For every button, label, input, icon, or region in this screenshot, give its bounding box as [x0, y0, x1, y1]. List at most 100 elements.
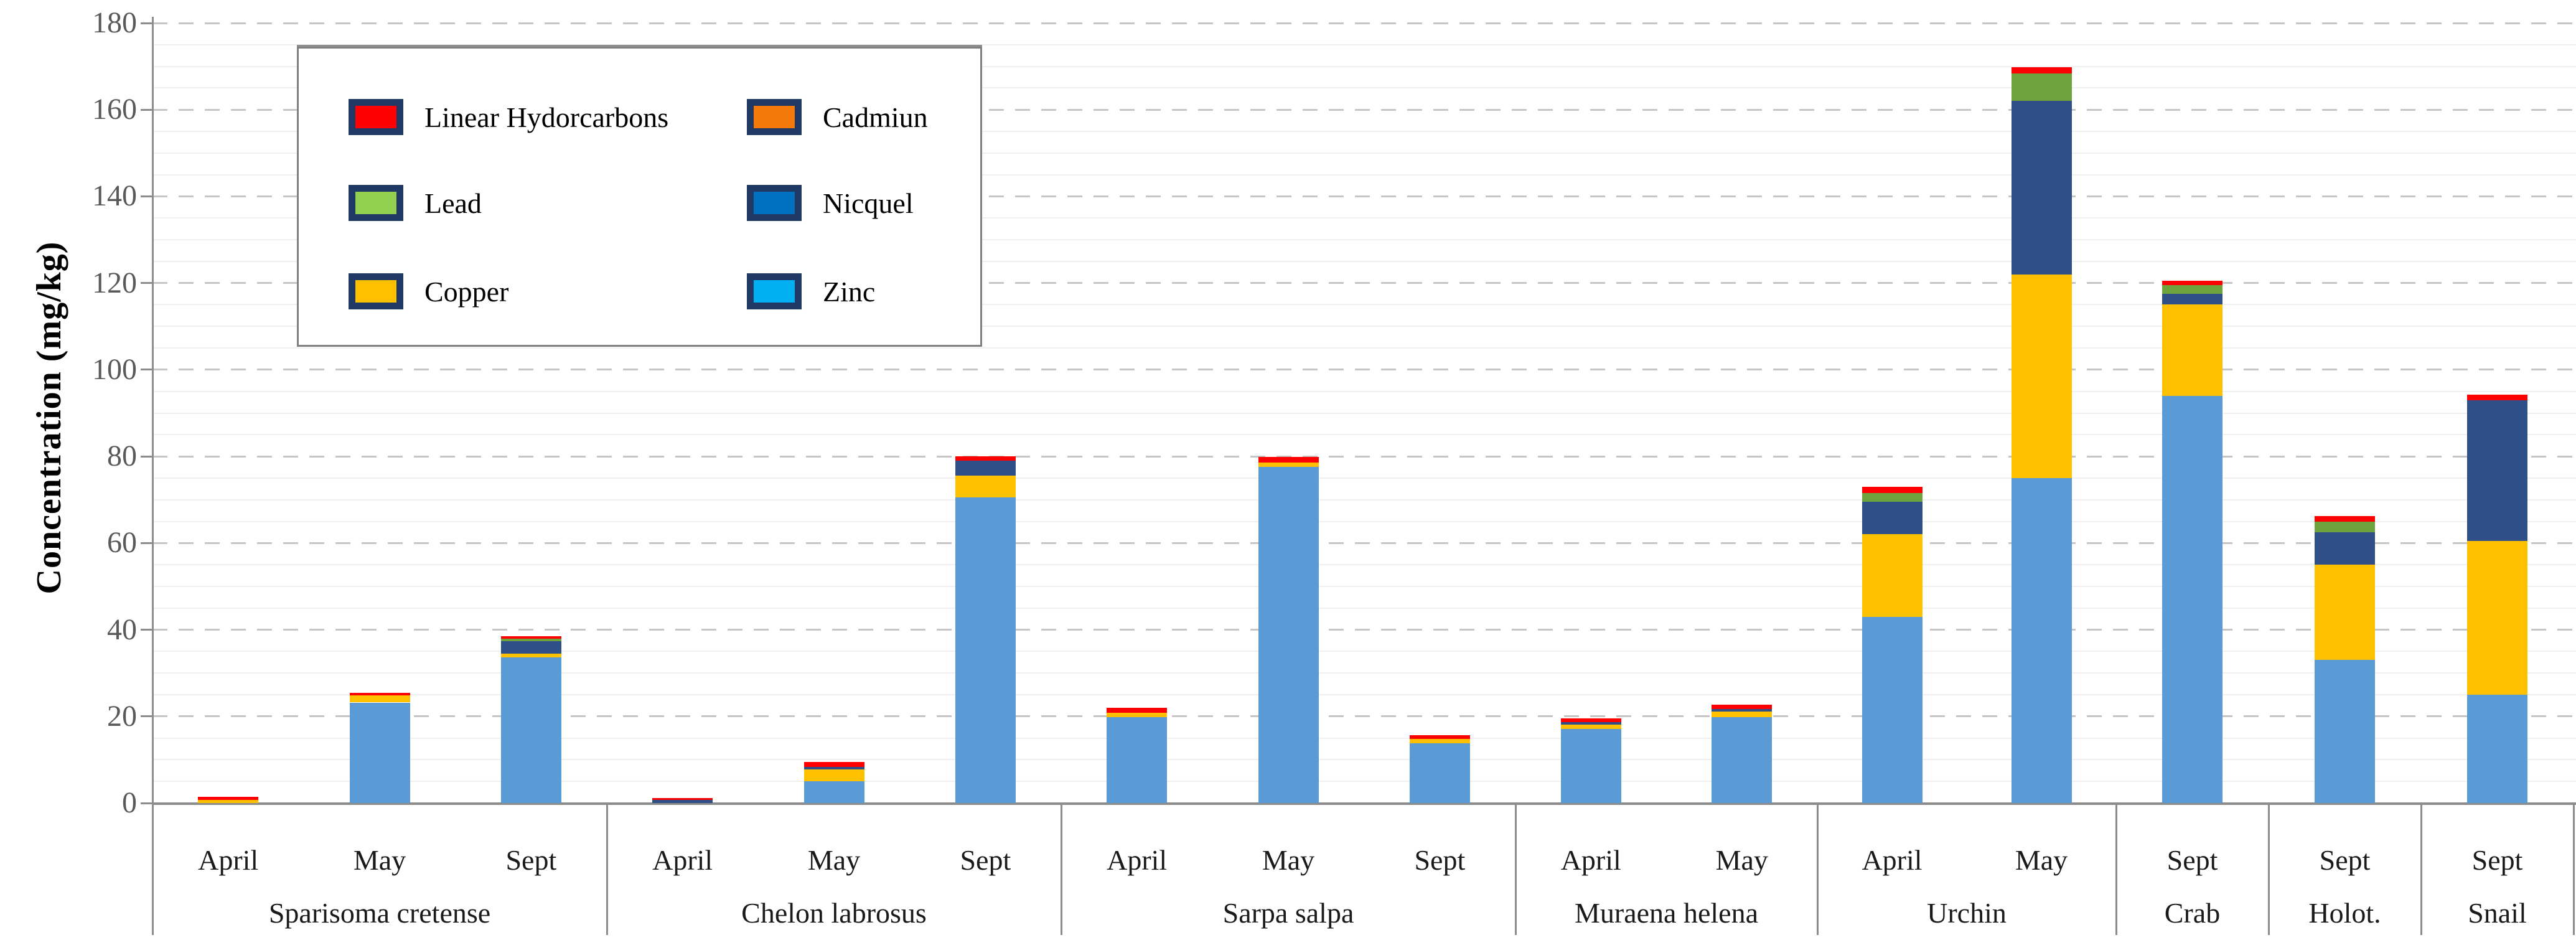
x-axis-line: [152, 802, 2576, 805]
bar-snail-sept-linear_hydrocarbons-segment: [2467, 394, 2527, 400]
bar-snail-sept-copper-segment: [2467, 540, 2527, 695]
major-gridline: [152, 108, 2576, 111]
bar-chelon-labrosus-sept-zinc-segment: [955, 497, 1016, 803]
species-group-label: Muraena helena: [1574, 897, 1758, 929]
bar-holot-sept-nicquel-segment: [2315, 532, 2375, 565]
y-tick-label: 60: [107, 526, 137, 560]
major-gridline: [152, 195, 2576, 197]
month-label: Sept: [1414, 844, 1466, 876]
bar-holot-sept-linear_hydrocarbons-segment: [2315, 516, 2375, 522]
minor-gridline: [152, 174, 2576, 176]
bar-sarpa-salpa-april-linear_hydrocarbons-segment: [1107, 707, 1168, 713]
minor-gridline: [152, 477, 2576, 479]
bar-chelon-labrosus-may-nicquel-segment: [803, 767, 864, 769]
category-divider: [1514, 803, 1517, 935]
minor-gridline: [152, 217, 2576, 219]
bar-sparisoma-cretense-sept-copper-segment: [500, 653, 561, 658]
bar-urchin-may-copper-segment: [2011, 274, 2072, 478]
month-label: April: [198, 844, 259, 876]
minor-gridline: [152, 152, 2576, 154]
cadmiun-swatch-icon: [747, 99, 802, 135]
minor-gridline: [152, 87, 2576, 89]
bar-crab-sept-nicquel-segment: [2162, 294, 2222, 305]
legend-item-nicquel: Nicquel: [747, 181, 914, 225]
minor-gridline: [152, 44, 2576, 45]
minor-gridline: [152, 304, 2576, 306]
bar-chelon-labrosus-sept-nicquel-segment: [955, 461, 1016, 476]
minor-gridline: [152, 564, 2576, 566]
minor-gridline: [152, 499, 2576, 501]
bar-chelon-labrosus-may-zinc-segment: [803, 781, 864, 803]
bar-crab-sept-zinc-segment: [2162, 395, 2222, 803]
bar-sparisoma-cretense-april-linear_hydrocarbons-segment: [198, 797, 259, 801]
legend-item-copper: Copper: [349, 270, 508, 313]
bar-urchin-april-copper-segment: [1862, 534, 1923, 617]
y-axis-tick: [141, 282, 152, 284]
y-tick-label: 140: [92, 179, 137, 213]
major-gridline: [152, 369, 2576, 371]
legend-item-linear_hydrocarbons: Linear Hydorcarbons: [349, 95, 668, 139]
minor-gridline: [152, 672, 2576, 674]
species-group-label: Crab: [2164, 897, 2221, 929]
month-label: Sept: [960, 844, 1011, 876]
category-divider: [2115, 803, 2117, 935]
bar-chelon-labrosus-may-linear_hydrocarbons-segment: [803, 761, 864, 768]
bar-crab-sept-lead-segment: [2162, 285, 2222, 294]
month-label: Sept: [2319, 844, 2371, 876]
bar-sarpa-salpa-sept-copper-segment: [1409, 738, 1470, 743]
major-gridline: [152, 715, 2576, 718]
bar-sarpa-salpa-may-copper-segment: [1258, 462, 1319, 467]
bar-urchin-april-linear_hydrocarbons-segment: [1862, 486, 1923, 494]
month-label: Sept: [505, 844, 557, 876]
y-tick-label: 80: [107, 439, 137, 473]
bar-sparisoma-cretense-sept-nicquel-segment: [500, 641, 561, 654]
bar-muraena-helena-april-copper-segment: [1560, 725, 1621, 729]
linear_hydrocarbons-swatch-icon: [349, 99, 403, 135]
bar-chelon-labrosus-april-nicquel-segment: [652, 800, 713, 803]
y-tick-label: 40: [107, 613, 137, 646]
legend-label-copper: Copper: [424, 275, 509, 308]
y-axis-tick: [141, 369, 152, 371]
minor-gridline: [152, 326, 2576, 327]
minor-gridline: [152, 390, 2576, 392]
month-label: April: [1560, 844, 1621, 876]
bar-sparisoma-cretense-sept-lead-segment: [500, 639, 561, 641]
lead-swatch-icon: [349, 185, 403, 221]
y-axis-tick: [141, 802, 152, 804]
bar-sarpa-salpa-may-zinc-segment: [1258, 466, 1319, 803]
y-axis-tick: [141, 455, 152, 458]
minor-gridline: [152, 239, 2576, 241]
y-tick-label: 100: [92, 352, 137, 386]
copper-swatch-icon: [349, 273, 403, 309]
minor-gridline: [152, 347, 2576, 349]
major-gridline: [152, 629, 2576, 631]
legend: Linear Hydorcarbons Cadmiun Lead Nicquel Cop…: [297, 47, 982, 347]
legend-label-cadmiun: Cadmiun: [823, 101, 928, 133]
bar-holot-sept-copper-segment: [2315, 565, 2375, 660]
minor-gridline: [152, 520, 2576, 522]
minor-gridline: [152, 260, 2576, 262]
legend-item-lead: Lead: [349, 181, 482, 225]
bar-sarpa-salpa-sept-linear_hydrocarbons-segment: [1409, 735, 1470, 739]
species-group-label: Sarpa salpa: [1222, 897, 1354, 929]
bar-holot-sept-zinc-segment: [2315, 660, 2375, 803]
legend-item-zinc: Zinc: [747, 270, 875, 313]
minor-gridline: [152, 131, 2576, 133]
species-group-label: Urchin: [1927, 897, 2007, 929]
bar-urchin-april-zinc-segment: [1862, 616, 1923, 803]
y-axis-tick: [141, 22, 152, 24]
month-label: May: [807, 844, 861, 876]
month-label: May: [353, 844, 406, 876]
category-divider: [1060, 803, 1062, 935]
bar-urchin-may-linear_hydrocarbons-segment: [2011, 67, 2072, 74]
bar-chelon-labrosus-sept-linear_hydrocarbons-segment: [955, 456, 1016, 461]
bar-urchin-may-zinc-segment: [2011, 477, 2072, 803]
category-divider: [2420, 803, 2422, 935]
minor-gridline: [152, 65, 2576, 67]
y-tick-label: 120: [92, 266, 137, 299]
nicquel-swatch-icon: [747, 185, 802, 221]
bar-holot-sept-lead-segment: [2315, 521, 2375, 532]
major-gridline: [152, 22, 2576, 24]
